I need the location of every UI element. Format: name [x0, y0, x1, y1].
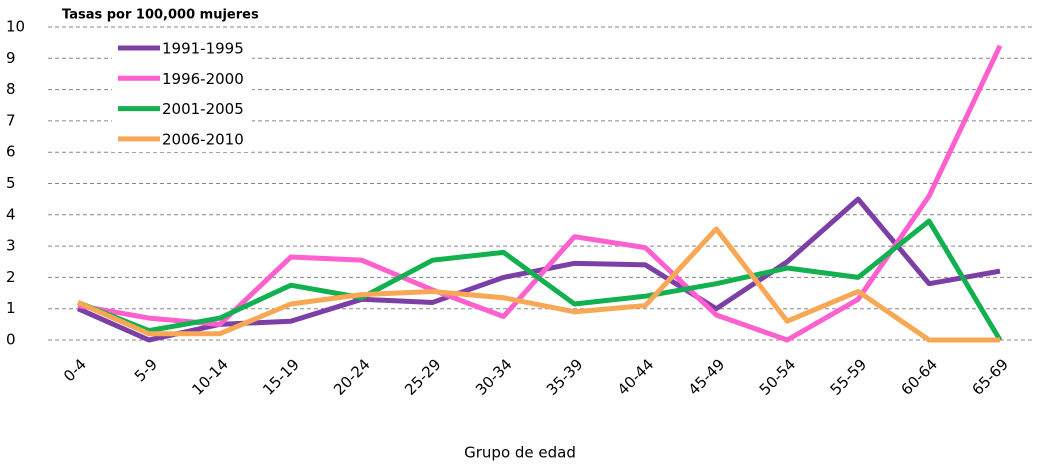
x-axis-title: Grupo de edad — [464, 444, 576, 462]
x-tick-label: 30-34 — [472, 355, 516, 399]
x-tick-label: 60-64 — [898, 355, 942, 399]
data-line — [77, 218, 1003, 342]
y-tick-label: 8 — [6, 80, 16, 98]
x-tick-label: 65-69 — [968, 355, 1012, 399]
legend-label: 2001-2005 — [162, 100, 244, 118]
y-tick-label: 1 — [6, 299, 16, 317]
y-tick-label: 7 — [6, 111, 16, 129]
y-tick-label: 0 — [6, 331, 16, 349]
x-tick-label: 40-44 — [614, 355, 658, 399]
y-tick-label: 5 — [6, 174, 16, 192]
y-tick-label: 6 — [6, 143, 16, 161]
y-tick-label: 4 — [6, 205, 16, 223]
y-tick-label: 2 — [6, 268, 16, 286]
y-tick-label: 10 — [6, 18, 25, 36]
legend-background — [112, 36, 252, 152]
x-tick-label: 35-39 — [543, 355, 587, 399]
y-tick-label: 9 — [6, 49, 16, 67]
legend-label: 1991-1995 — [162, 40, 244, 58]
x-tick-label: 50-54 — [756, 355, 800, 399]
y-axis-title: Tasas por 100,000 mujeres — [62, 8, 259, 23]
x-tick-label: 0-4 — [60, 355, 90, 385]
data-line — [76, 196, 1001, 343]
y-tick-label: 3 — [6, 237, 16, 255]
data-line — [76, 226, 1000, 343]
x-tick-label: 10-14 — [188, 355, 232, 399]
x-tick-label: 5-9 — [131, 355, 161, 385]
x-tick-label: 20-24 — [330, 355, 374, 399]
x-tick-label: 25-29 — [401, 355, 445, 399]
x-tick-label: 55-59 — [827, 355, 871, 399]
x-tick-label: 15-19 — [259, 355, 303, 399]
x-tick-label: 45-49 — [685, 355, 729, 399]
legend-label: 1996-2000 — [162, 70, 244, 88]
legend-label: 2006-2010 — [162, 130, 244, 148]
